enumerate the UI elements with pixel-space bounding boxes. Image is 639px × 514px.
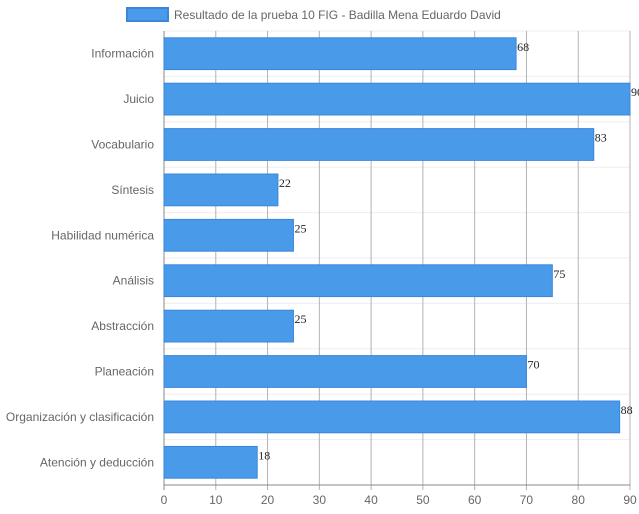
x-tick-label: 50 bbox=[416, 493, 430, 507]
bar[interactable] bbox=[163, 445, 258, 479]
x-axis-ticks: 0 10 20 30 40 50 60 70 80 90 bbox=[161, 493, 637, 507]
x-tick-label: 30 bbox=[313, 493, 327, 507]
category-label: Análisis bbox=[113, 274, 154, 288]
value-labels: 68 90 83 22 25 75 25 70 88 18 bbox=[258, 40, 639, 463]
value-label: 88 bbox=[621, 403, 633, 417]
value-label: 90 bbox=[631, 85, 639, 99]
bar[interactable] bbox=[163, 173, 279, 207]
value-label: 70 bbox=[527, 358, 539, 372]
category-label: Habilidad numérica bbox=[51, 228, 154, 242]
category-label: Vocabulario bbox=[91, 138, 154, 152]
category-label: Información bbox=[91, 47, 154, 61]
value-label: 25 bbox=[294, 221, 306, 235]
bar[interactable] bbox=[163, 218, 294, 252]
value-label: 83 bbox=[595, 131, 607, 145]
x-tick-label: 0 bbox=[161, 493, 168, 507]
value-label: 68 bbox=[517, 40, 529, 54]
x-tick-label: 70 bbox=[520, 493, 534, 507]
bar[interactable] bbox=[163, 264, 553, 298]
value-label: 25 bbox=[294, 312, 306, 326]
value-label: 22 bbox=[279, 176, 291, 190]
bar[interactable] bbox=[163, 37, 517, 71]
value-label: 18 bbox=[258, 448, 270, 462]
bar[interactable] bbox=[163, 128, 595, 161]
x-tick-label: 40 bbox=[364, 493, 378, 507]
x-tick-label: 80 bbox=[572, 493, 586, 507]
x-tick-label: 10 bbox=[209, 493, 223, 507]
category-label: Planeación bbox=[95, 365, 154, 379]
category-label: Juicio bbox=[123, 92, 154, 106]
bar[interactable] bbox=[163, 309, 294, 343]
value-label: 75 bbox=[553, 267, 565, 281]
bars bbox=[163, 37, 631, 479]
legend-label: Resultado de la prueba 10 FIG - Badilla … bbox=[174, 8, 501, 22]
category-label: Abstracción bbox=[91, 319, 154, 333]
x-tick-label: 60 bbox=[468, 493, 482, 507]
category-label: Organización y clasificación bbox=[6, 410, 154, 424]
legend[interactable]: Resultado de la prueba 10 FIG - Badilla … bbox=[126, 7, 501, 22]
category-labels: Información Juicio Vocabulario Síntesis Habi… bbox=[6, 47, 154, 470]
category-label: Atención y deducción bbox=[40, 455, 154, 469]
legend-swatch bbox=[126, 7, 169, 22]
x-tick-label: 90 bbox=[623, 493, 637, 507]
bar[interactable] bbox=[163, 82, 631, 116]
x-tick-label: 20 bbox=[261, 493, 275, 507]
bar[interactable] bbox=[163, 400, 621, 434]
bar[interactable] bbox=[163, 355, 527, 388]
category-label: Síntesis bbox=[111, 183, 154, 197]
